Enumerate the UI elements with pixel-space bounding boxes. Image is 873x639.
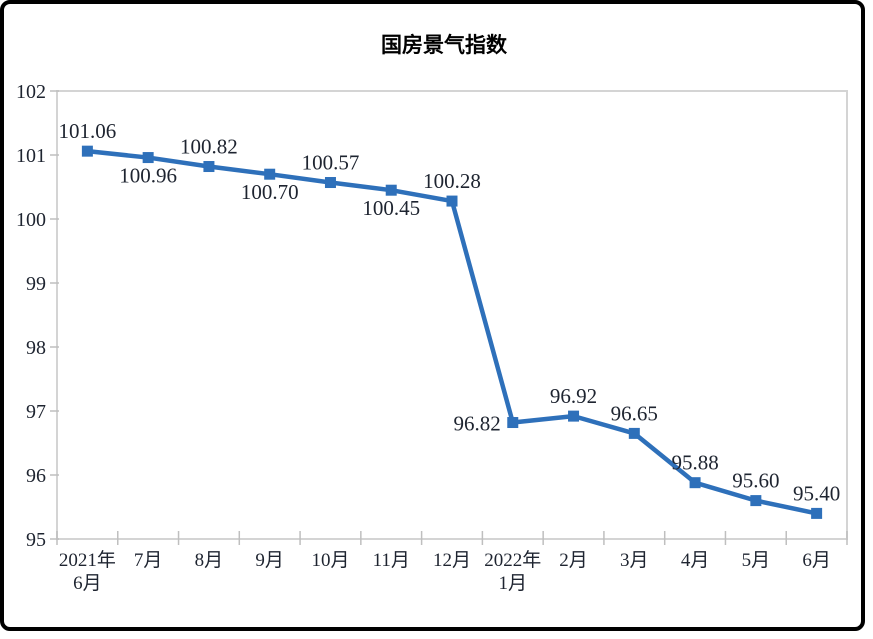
data-point-marker <box>568 410 580 422</box>
data-label: 100.96 <box>119 164 177 188</box>
x-axis-tick-label: 1月 <box>499 573 528 594</box>
data-label: 95.40 <box>793 481 840 505</box>
y-axis-tick-label: 101 <box>16 145 46 167</box>
chart-frame: 国房景气指数 95 96 97 98 99 100 101 102 2021年 6月 7月 8月 9月 1… <box>0 0 865 631</box>
x-axis-tick-label: 2月 <box>559 550 588 571</box>
data-label: 100.45 <box>362 196 420 220</box>
data-point-marker <box>324 177 336 189</box>
data-label: 101.06 <box>59 119 117 143</box>
data-point-marker <box>81 145 93 157</box>
x-axis-tick-label: 11月 <box>373 550 410 571</box>
data-label: 95.88 <box>671 451 718 475</box>
data-label: 96.92 <box>550 384 597 408</box>
x-axis-tick-label: 3月 <box>620 550 649 571</box>
data-label: 100.70 <box>241 180 299 204</box>
y-axis-tick-label: 97 <box>26 401 46 423</box>
data-point-marker <box>811 507 823 519</box>
data-label: 96.82 <box>454 412 501 436</box>
data-point-marker <box>203 161 215 173</box>
y-axis-tick-label: 96 <box>26 465 46 487</box>
y-axis-tick-label: 102 <box>16 81 46 103</box>
x-axis-tick-label: 5月 <box>742 550 771 571</box>
x-axis-tick-label: 8月 <box>195 550 224 571</box>
data-point-marker <box>264 168 276 180</box>
data-point-marker <box>689 477 701 489</box>
data-point-marker <box>142 152 154 164</box>
x-axis-tick-label: 7月 <box>134 550 163 571</box>
x-axis-tick-label: 10月 <box>311 550 349 571</box>
y-axis-tick-label: 98 <box>26 337 46 359</box>
x-axis-tick-label: 4月 <box>681 550 710 571</box>
data-label: 95.60 <box>732 469 779 493</box>
data-label: 100.28 <box>423 169 481 193</box>
data-point-marker <box>446 195 458 207</box>
x-axis-tick-label: 2022年 <box>484 549 541 571</box>
y-axis-tick-label: 95 <box>26 529 46 551</box>
x-axis-tick-label: 6月 <box>73 573 102 594</box>
plot-border <box>56 90 848 540</box>
data-label: 100.82 <box>180 135 238 159</box>
x-axis-tick-label: 9月 <box>255 550 284 571</box>
x-axis-tick-label: 2021年 <box>59 549 116 571</box>
data-point-marker <box>507 417 519 429</box>
data-point-marker <box>750 495 762 507</box>
x-axis-tick-label: 6月 <box>802 550 831 571</box>
y-axis-tick-label: 99 <box>26 273 46 295</box>
data-label: 96.65 <box>611 401 658 425</box>
x-axis-tick-label: 12月 <box>433 550 471 571</box>
data-point-marker <box>628 427 640 439</box>
chart-title: 国房景气指数 <box>381 33 508 57</box>
data-point-marker <box>385 184 397 196</box>
data-label: 100.57 <box>302 151 360 175</box>
y-axis-tick-label: 100 <box>16 209 46 231</box>
